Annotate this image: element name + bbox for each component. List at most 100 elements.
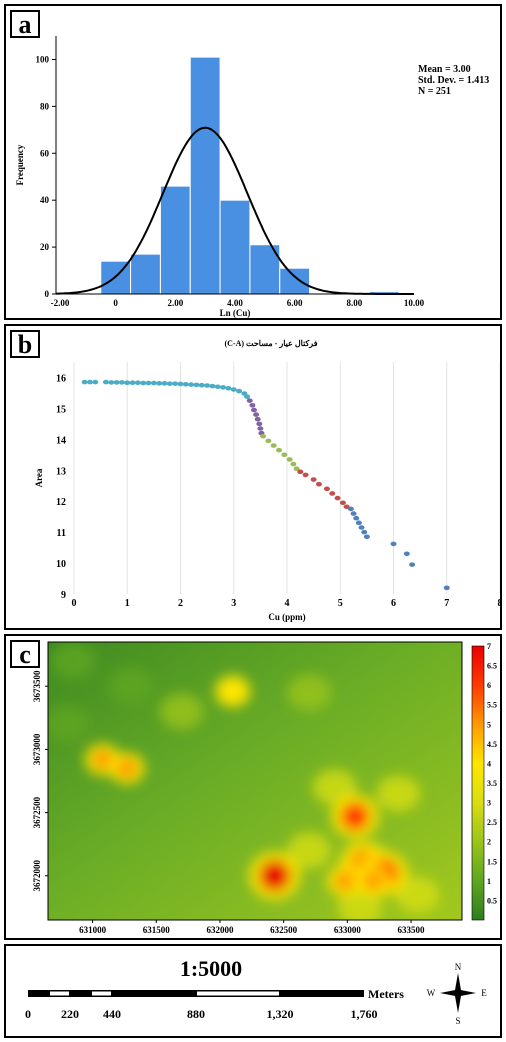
compass-n: N: [455, 962, 462, 972]
data-point: [293, 466, 300, 472]
data-point: [113, 380, 120, 385]
colorbar-tick-label: 1.5: [487, 857, 497, 866]
colorbar-tick-label: 3: [487, 799, 491, 808]
colorbar-tick-label: 4: [487, 759, 491, 768]
data-point: [253, 412, 260, 417]
panel-c-heatmap: c 631000 631500 632000 632500 633000 633500 36…: [4, 634, 502, 940]
data-point: [177, 381, 184, 387]
anomaly-core: [363, 871, 383, 891]
data-point: [86, 379, 93, 385]
data-point: [350, 511, 357, 516]
scale-label: 1,760: [351, 1007, 378, 1021]
y-tick-label: 13: [56, 466, 66, 477]
scale-label: 440: [103, 1007, 121, 1021]
x-tick-label: 6.00: [287, 298, 303, 308]
y-tick-label: 80: [40, 101, 50, 111]
data-point: [250, 407, 257, 413]
y-tick-label: 12: [56, 497, 66, 508]
compass-e: E: [481, 988, 487, 998]
x-axis-label: Ln (Cu): [220, 308, 251, 318]
colorbar-tick-label: 2.5: [487, 818, 497, 827]
histogram-bar: [219, 199, 251, 295]
data-point: [281, 452, 288, 458]
data-point: [236, 388, 243, 394]
scale-label: 880: [187, 1007, 205, 1021]
y-tick-label: 15: [56, 404, 66, 415]
x-tick-label: 4: [285, 598, 290, 609]
x-tick-label: 1: [125, 598, 130, 609]
data-point: [315, 481, 322, 487]
ca-fractal-chart: فرکتال عیار - مساحت (C-A)0 1 2 3 4 5 6 7 8910111…: [34, 339, 500, 622]
low-value-zone: [159, 693, 204, 730]
data-point: [145, 380, 152, 386]
data-point: [150, 380, 157, 386]
map-blur-layer: [48, 642, 440, 920]
data-point: [297, 469, 304, 475]
x-tick-label: 10.00: [404, 298, 425, 308]
arrow-west: [440, 989, 458, 997]
data-point: [209, 383, 216, 389]
data-point: [230, 387, 237, 392]
colorbar-tick-label: 6.5: [487, 662, 497, 671]
y-tick-label: 0: [45, 289, 50, 299]
data-point: [343, 504, 350, 510]
data-point: [108, 380, 115, 385]
data-point: [409, 562, 416, 567]
data-point: [363, 534, 370, 540]
x-tick-label: 2.00: [167, 298, 183, 308]
y-tick-label: 3673500: [32, 670, 42, 702]
histogram-bar: [130, 253, 161, 295]
scalebar-segment: [197, 991, 279, 996]
low-value-zone: [376, 775, 421, 812]
data-point: [182, 381, 189, 387]
data-point: [286, 457, 293, 462]
colorbar-tick-label: 3.5: [487, 779, 497, 788]
data-point: [256, 421, 263, 427]
low-value-zone: [287, 832, 332, 869]
x-tick-label: 7: [444, 598, 449, 609]
data-point: [124, 380, 131, 386]
data-point: [161, 381, 168, 386]
y-tick-label: 10: [56, 559, 66, 570]
histogram-bar: [279, 267, 311, 295]
stat-mean: Mean = 3.00: [418, 64, 471, 75]
data-point: [334, 495, 341, 501]
scalebar-segment: [92, 991, 111, 996]
x-tick-label: 631000: [79, 925, 107, 935]
low-value-zone: [287, 674, 332, 711]
colorbar-tick-label: 7: [487, 642, 491, 651]
data-point: [204, 383, 211, 388]
x-tick-label: -2.00: [51, 298, 70, 308]
panel-b-letter: b: [10, 330, 40, 358]
y-tick-label: 14: [56, 435, 66, 446]
colorbar-tick-label: 5.5: [487, 701, 497, 710]
data-point: [339, 500, 346, 506]
data-point: [329, 491, 336, 496]
data-point: [249, 403, 256, 408]
data-point: [265, 438, 272, 444]
scalebar-segment: [29, 991, 48, 996]
data-point: [403, 551, 410, 557]
data-point: [254, 416, 261, 422]
scalebar-panel: 1:5000 Meters 0 220 440 880 1,320 1,760 N S W E: [4, 944, 502, 1038]
data-point: [355, 520, 362, 526]
y-axis-label: Frequency: [15, 144, 25, 185]
arrow-east: [458, 989, 476, 997]
data-point: [443, 585, 450, 591]
colorbar-tick-label: 6: [487, 681, 491, 690]
x-tick-label: 633500: [398, 925, 426, 935]
data-point: [118, 380, 125, 385]
y-tick-label: 9: [61, 590, 66, 601]
histogram-bar: [159, 185, 191, 295]
y-tick-label: 16: [56, 373, 66, 384]
scalebar-segment: [71, 991, 90, 996]
data-point: [193, 382, 200, 388]
x-tick-label: 8.00: [346, 298, 362, 308]
low-value-zone: [395, 876, 440, 913]
panel-a-letter: a: [10, 10, 40, 38]
anomaly-core: [222, 681, 243, 702]
data-point: [102, 379, 109, 385]
data-point: [390, 541, 397, 547]
histogram-bar: [189, 56, 221, 295]
y-tick-label: 11: [57, 528, 66, 539]
